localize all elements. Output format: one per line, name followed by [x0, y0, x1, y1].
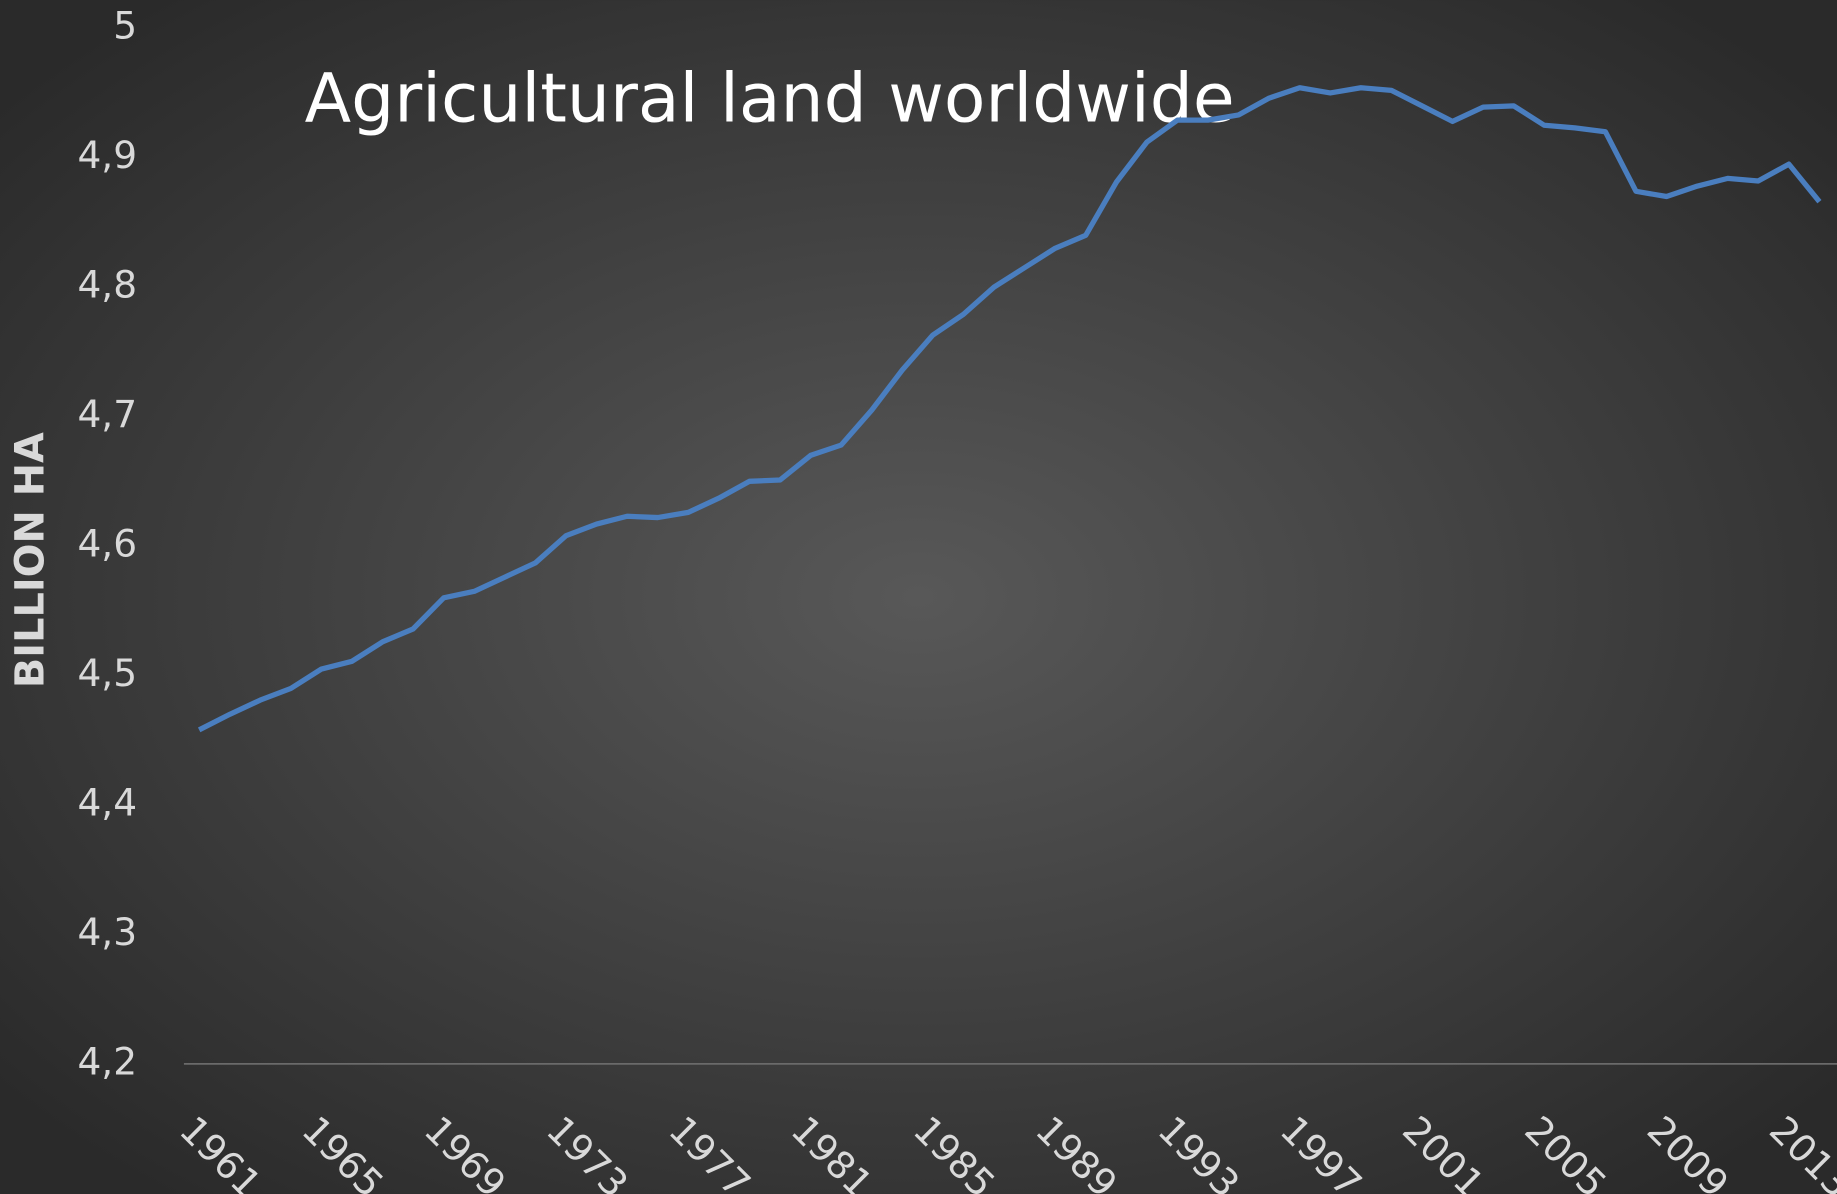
y-tick-label: 4,8 — [77, 263, 137, 307]
y-tick-label: 4,5 — [77, 651, 137, 695]
y-tick-label: 4,2 — [77, 1039, 137, 1083]
y-tick-label: 4,7 — [77, 392, 137, 436]
y-tick-label: 4,3 — [77, 910, 137, 954]
y-tick-label: 4,9 — [77, 133, 137, 177]
y-axis-title: BILLION HA — [7, 432, 53, 688]
chart-title: Agricultural land worldwide — [305, 60, 1235, 139]
y-tick-label: 4,4 — [77, 780, 137, 824]
y-tick-label: 5 — [113, 4, 137, 48]
y-tick-label: 4,6 — [77, 522, 137, 566]
data-line — [197, 85, 1822, 733]
